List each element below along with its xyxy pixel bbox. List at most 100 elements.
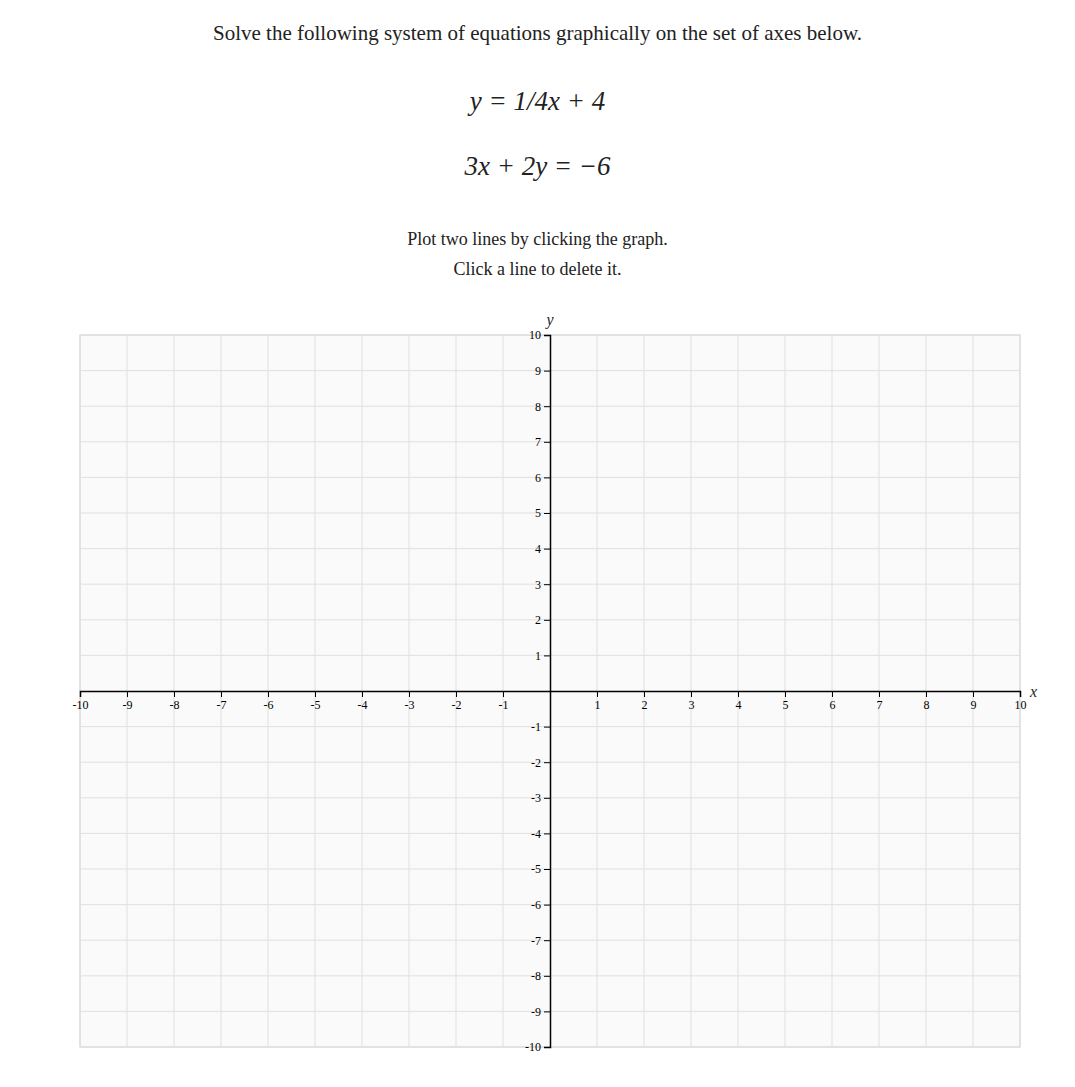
- tick-label: -5: [531, 862, 541, 876]
- tick-label: 5: [783, 698, 789, 712]
- tick-label: 4: [535, 542, 541, 556]
- axis-line: [544, 336, 551, 1048]
- tick-label: -4: [358, 698, 368, 712]
- tick-mark: [926, 691, 927, 697]
- tick-mark: [544, 1047, 550, 1048]
- tick-mark: [832, 691, 833, 697]
- tick: -2: [452, 691, 462, 712]
- tick-label: -10: [73, 698, 89, 712]
- tick: 1: [595, 691, 601, 712]
- tick-mark: [544, 620, 550, 621]
- tick: 3: [535, 578, 550, 592]
- tick: -8: [531, 969, 550, 983]
- tick-mark: [221, 691, 222, 697]
- tick-mark: [268, 691, 269, 697]
- tick: 9: [535, 364, 550, 378]
- tick-label: 2: [535, 613, 541, 627]
- tick: -4: [531, 827, 550, 841]
- tick-label: 1: [595, 698, 601, 712]
- tick: -6: [531, 898, 550, 912]
- instruction: Click a line to delete it.: [454, 259, 622, 279]
- tick-label: 6: [535, 471, 541, 485]
- tick-mark: [544, 442, 550, 443]
- grid-line: [80, 335, 1020, 336]
- tick-mark: [879, 691, 880, 697]
- tick-mark: [544, 513, 550, 514]
- tick-label: 10: [529, 328, 541, 342]
- tick-mark: [456, 691, 457, 697]
- tick: -9: [531, 1005, 550, 1019]
- tick-label: -2: [531, 756, 541, 770]
- tick: -7: [217, 691, 227, 712]
- tick-mark: [544, 869, 550, 870]
- tick-mark: [315, 691, 316, 697]
- tick-label: -9: [123, 698, 133, 712]
- tick-label: -1: [531, 720, 541, 734]
- tick: -1: [499, 691, 509, 712]
- tick-label: -7: [217, 698, 227, 712]
- tick: 10: [1015, 691, 1027, 712]
- y-axis: -10-9-8-7-6-5-4-3-2-112345678910: [525, 328, 551, 1054]
- tick-label: 1: [535, 649, 541, 663]
- grid: [80, 335, 1020, 1047]
- tick: -8: [170, 691, 180, 712]
- tick-mark: [738, 691, 739, 697]
- tick-label: -8: [531, 969, 541, 983]
- tick-label: 9: [535, 364, 541, 378]
- x-axis: -10 -9 -8 -7 -6 -5 -4 -3 -2 -1 1 2 3 4 5 6 7 8 9 10: [73, 691, 1027, 712]
- tick-label: 10: [1015, 698, 1027, 712]
- tick: -3: [531, 791, 550, 805]
- tick: -5: [311, 691, 321, 712]
- tick-mark: [544, 905, 550, 906]
- tick: 6: [535, 471, 550, 485]
- tick-mark: [544, 477, 550, 478]
- tick-label: 3: [535, 578, 541, 592]
- tick-label: -6: [531, 898, 541, 912]
- x-axis-label: x: [1029, 683, 1037, 700]
- tick-label: 5: [535, 506, 541, 520]
- tick: -7: [531, 934, 550, 948]
- y-axis-label: y: [544, 311, 554, 329]
- tick-mark: [544, 1011, 550, 1012]
- tick: 8: [924, 691, 930, 712]
- tick-label: -2: [452, 698, 462, 712]
- tick: 4: [736, 691, 742, 712]
- tick-mark: [544, 762, 550, 763]
- tick-label: 9: [971, 698, 977, 712]
- tick: -6: [264, 691, 274, 712]
- tick: 5: [783, 691, 789, 712]
- tick-label: -7: [531, 934, 541, 948]
- plot: -10-9-8-7-6-5-4-3-2-112345678910-10-9-8-…: [73, 311, 1038, 1054]
- tick-label: 2: [642, 698, 648, 712]
- tick: -3: [405, 691, 415, 712]
- tick: 7: [877, 691, 883, 712]
- tick: -2: [531, 756, 550, 770]
- tick-label: 6: [830, 698, 836, 712]
- tick-label: 4: [736, 698, 742, 712]
- tick: 3: [689, 691, 695, 712]
- tick-label: 8: [924, 698, 930, 712]
- equation: 3x + 2y = −6: [463, 151, 611, 181]
- tick-label: 7: [877, 698, 883, 712]
- tick-mark: [127, 691, 128, 697]
- tick-label: -4: [531, 827, 541, 841]
- tick-mark: [362, 691, 363, 697]
- tick: 1: [535, 649, 550, 663]
- tick-mark: [544, 655, 550, 656]
- title: Solve the following system of equations …: [213, 21, 862, 45]
- tick-label: -9: [531, 1005, 541, 1019]
- tick: 2: [642, 691, 648, 712]
- tick-mark: [544, 976, 550, 977]
- tick-mark: [409, 691, 410, 697]
- tick-label: -1: [499, 698, 509, 712]
- tick: 5: [535, 506, 550, 520]
- tick-mark: [544, 798, 550, 799]
- tick-mark: [544, 406, 550, 407]
- tick-mark: [503, 691, 504, 697]
- equation: y = 1/4x + 4: [467, 86, 605, 116]
- tick-label: -5: [311, 698, 321, 712]
- tick-label: 3: [689, 698, 695, 712]
- tick-mark: [691, 691, 692, 697]
- tick-label: -8: [170, 698, 180, 712]
- tick-mark: [973, 691, 974, 697]
